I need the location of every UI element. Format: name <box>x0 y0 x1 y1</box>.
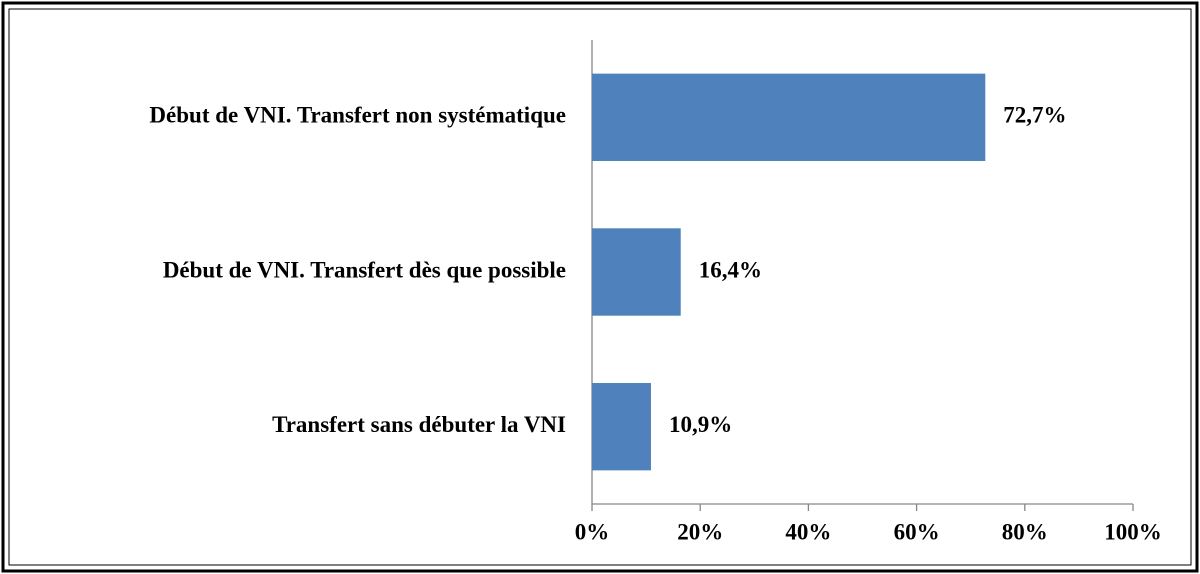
value-label: 16,4% <box>699 257 762 282</box>
y-tick-label: Transfert sans débuter la VNI <box>272 412 566 437</box>
x-tick-label: 20% <box>677 519 723 544</box>
inner-frame <box>8 8 1192 566</box>
value-label: 10,9% <box>669 412 732 437</box>
x-tick-label: 100% <box>1104 519 1162 544</box>
y-tick-label: Début de VNI. Transfert dès que possible <box>163 257 566 282</box>
bar <box>592 73 986 162</box>
value-label: 72,7% <box>1003 103 1066 128</box>
x-tick-label: 80% <box>1002 519 1048 544</box>
y-tick-label: Début de VNI. Transfert non systématique <box>149 103 566 128</box>
x-tick-label: 40% <box>785 519 831 544</box>
x-tick-label: 0% <box>575 519 610 544</box>
bar <box>592 382 651 471</box>
x-tick-label: 60% <box>894 519 940 544</box>
bar <box>592 228 681 316</box>
